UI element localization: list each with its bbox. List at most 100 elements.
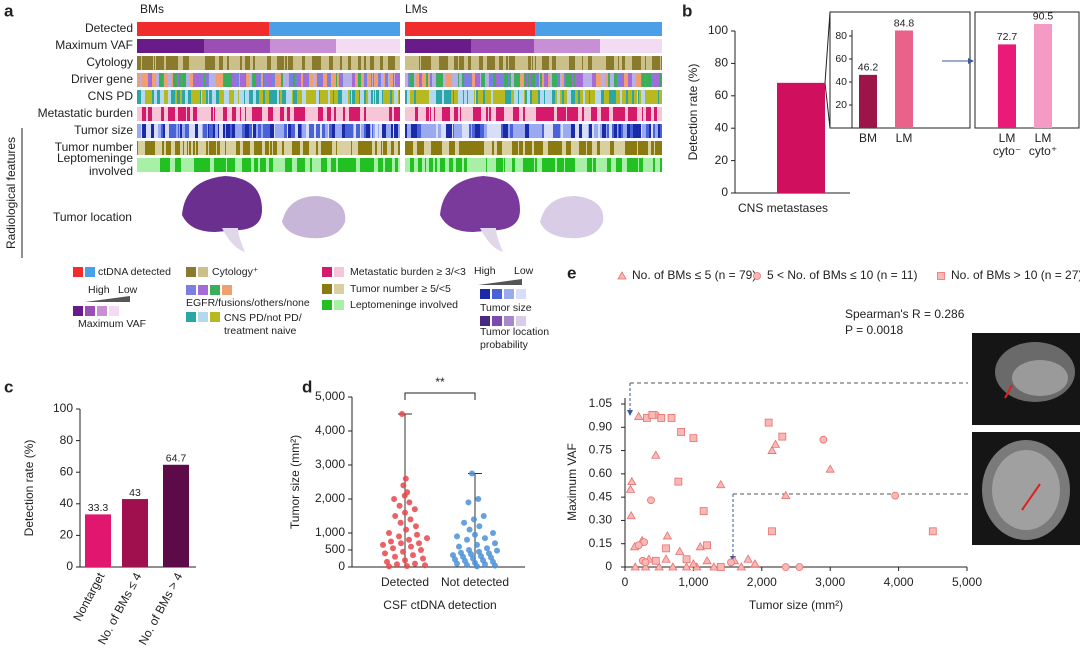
heat-cell: [288, 124, 291, 138]
heat-cell: [452, 39, 453, 53]
heat-cell: [519, 56, 523, 70]
heat-cell: [254, 141, 256, 155]
heat-cell: [137, 73, 140, 87]
heat-cell: [232, 22, 233, 36]
heat-cell: [346, 124, 349, 138]
heat-cell: [187, 56, 189, 70]
heat-cell: [590, 90, 592, 104]
heat-cell: [638, 56, 640, 70]
heat-cell: [644, 56, 645, 70]
heat-cell: [351, 56, 354, 70]
heat-cell: [233, 39, 237, 53]
heat-cell: [365, 39, 368, 53]
heat-cell: [281, 158, 285, 172]
heat-cell: [614, 39, 616, 53]
heat-cell: [318, 107, 320, 121]
heat-cell: [213, 124, 214, 138]
heat-cell: [458, 90, 462, 104]
heat-cell: [555, 141, 559, 155]
heat-cell: [166, 141, 168, 155]
heat-cell: [353, 124, 354, 138]
heat-cell: [356, 158, 358, 172]
swatch: [516, 316, 526, 326]
point: [689, 434, 698, 443]
point: [398, 540, 404, 547]
heat-cell: [208, 73, 209, 87]
heat-cell: [151, 56, 153, 70]
heat-cell: [259, 141, 262, 155]
heat-cell: [155, 39, 159, 53]
heat-cell: [173, 124, 176, 138]
heat-cell: [364, 107, 366, 121]
heat-cell: [226, 124, 230, 138]
heat-cell: [361, 56, 364, 70]
heat-cell: [453, 158, 455, 172]
heat-cell: [321, 73, 323, 87]
heat-cell: [422, 158, 425, 172]
heat-cell: [424, 22, 427, 36]
heat-cell: [464, 107, 466, 121]
heat-cell: [532, 56, 533, 70]
heat-cell: [461, 107, 463, 121]
heat-cell: [542, 73, 544, 87]
heat-cell: [606, 124, 607, 138]
heat-cell: [203, 73, 204, 87]
heat-cell: [380, 39, 383, 53]
heat-cell: [355, 22, 356, 36]
heat-cell: [609, 107, 613, 121]
heat-cell: [536, 107, 540, 121]
point: [400, 548, 406, 555]
heat-cell: [651, 107, 654, 121]
heat-cell: [481, 39, 484, 53]
heat-cell: [413, 56, 417, 70]
heat-cell: [563, 124, 567, 138]
heat-cell: [361, 124, 364, 138]
heat-cell: [572, 73, 574, 87]
heat-cell: [633, 141, 637, 155]
heat-cell: [655, 141, 656, 155]
heat-cell: [548, 107, 549, 121]
heat-cell: [395, 73, 396, 87]
heat-cell: [383, 39, 387, 53]
heat-cell: [327, 73, 331, 87]
heat-cell: [354, 56, 358, 70]
heat-cell: [458, 124, 462, 138]
heat-cell: [351, 90, 352, 104]
heat-cell: [264, 158, 266, 172]
heat-cell: [175, 107, 178, 121]
heat-cell: [490, 141, 492, 155]
heat-cell: [147, 158, 148, 172]
heat-cell: [137, 107, 138, 121]
heat-cell: [625, 39, 627, 53]
brain-lm: [440, 176, 520, 232]
point: [494, 547, 500, 554]
heat-cell: [182, 56, 183, 70]
heat-cell: [515, 107, 519, 121]
heat-cell: [394, 107, 398, 121]
heat-cell: [645, 73, 646, 87]
heat-cell: [232, 56, 235, 70]
heat-cell: [300, 141, 303, 155]
heat-cell: [640, 56, 641, 70]
heat-cell: [197, 73, 201, 87]
heat-cell: [600, 141, 601, 155]
heat-cell: [535, 73, 539, 87]
heat-cell: [223, 56, 227, 70]
heat-cell: [209, 124, 213, 138]
heat-cell: [583, 90, 585, 104]
heat-cell: [575, 124, 579, 138]
heat-cell: [421, 107, 423, 121]
heat-cell: [282, 39, 284, 53]
heat-cell: [486, 107, 488, 121]
heat-cell: [547, 73, 548, 87]
swatch: [516, 289, 526, 299]
heat-cell: [549, 56, 552, 70]
heat-cell: [539, 73, 540, 87]
heat-cell: [535, 158, 537, 172]
heat-cell: [343, 141, 347, 155]
heat-cell: [328, 107, 329, 121]
heat-cell: [168, 141, 169, 155]
heat-cell: [283, 73, 285, 87]
heat-cell: [551, 124, 553, 138]
heat-cell: [506, 56, 508, 70]
